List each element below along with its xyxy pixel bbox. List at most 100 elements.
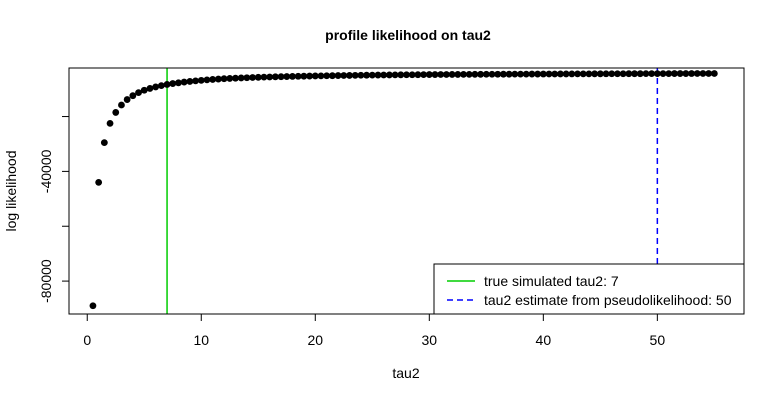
data-point: [289, 73, 296, 80]
data-point: [397, 71, 405, 79]
data-point: [517, 70, 524, 78]
data-point: [357, 71, 365, 79]
data-point: [693, 70, 701, 77]
x-tick-label: 10: [193, 332, 209, 348]
data-point: [146, 85, 154, 92]
chart-title: profile likelihood on tau2: [325, 27, 491, 43]
data-point: [214, 75, 222, 83]
data-point: [619, 70, 627, 78]
data-point: [317, 72, 325, 80]
data-point: [169, 80, 177, 87]
y-tick-label: -80000: [38, 259, 54, 303]
legend-entry: tau2 estimate from pseudolikelihood: 50: [484, 292, 732, 308]
data-point: [574, 70, 581, 78]
data-point: [129, 92, 137, 100]
data-point: [465, 70, 473, 78]
data-point: [237, 74, 245, 82]
legend-box: [433, 263, 745, 315]
data-point: [197, 76, 205, 84]
data-point: [300, 72, 308, 80]
data-point: [152, 83, 160, 91]
data-point: [271, 73, 279, 81]
data-point: [163, 81, 171, 88]
data-point: [671, 70, 678, 77]
data-point: [454, 71, 462, 78]
data-point: [477, 70, 485, 78]
x-tick-label: 0: [83, 332, 91, 348]
data-point: [659, 70, 667, 78]
data-point: [420, 71, 428, 79]
data-point: [665, 70, 673, 77]
data-point: [334, 72, 342, 79]
data-point: [220, 75, 228, 83]
data-point: [585, 70, 593, 78]
data-point: [710, 70, 718, 77]
x-tick-label: 30: [422, 332, 438, 348]
data-point: [186, 78, 194, 85]
data-point: [443, 71, 450, 78]
data-point: [699, 70, 707, 77]
data-point: [545, 70, 553, 78]
data-point: [705, 70, 713, 77]
data-point: [414, 71, 422, 79]
data-point: [323, 72, 331, 80]
data-point: [363, 71, 370, 79]
data-point: [89, 302, 97, 310]
data-point: [551, 70, 559, 78]
legend-entry: true simulated tau2: 7: [484, 273, 619, 289]
data-point: [408, 71, 416, 79]
data-point: [391, 71, 399, 79]
data-point: [636, 70, 644, 78]
data-point: [534, 70, 542, 78]
data-point: [437, 71, 445, 78]
x-tick-label: 40: [536, 332, 552, 348]
data-point: [448, 71, 456, 78]
data-point: [403, 71, 410, 79]
data-point: [346, 72, 353, 79]
data-point: [180, 78, 188, 86]
data-point: [266, 73, 274, 81]
data-point: [243, 74, 251, 82]
data-point: [494, 70, 502, 78]
data-point: [100, 139, 108, 146]
data-point: [676, 70, 684, 77]
data-point: [653, 70, 661, 78]
data-point: [306, 72, 313, 80]
data-point: [95, 178, 103, 186]
data-point: [260, 73, 268, 81]
data-point: [192, 77, 199, 85]
data-point: [631, 70, 638, 78]
data-point: [511, 70, 519, 78]
data-point: [209, 76, 217, 83]
y-axis-label: log likelihood: [3, 151, 19, 232]
data-point: [351, 71, 359, 79]
data-point: [579, 70, 587, 78]
data-point: [249, 74, 256, 81]
data-point: [368, 71, 376, 79]
data-point: [642, 70, 650, 78]
data-point: [500, 70, 507, 78]
data-point: [431, 71, 439, 78]
data-points: [89, 70, 718, 310]
data-point: [596, 70, 604, 78]
data-point: [608, 70, 616, 78]
data-point: [614, 70, 621, 78]
data-point: [140, 86, 148, 94]
data-point: [522, 70, 530, 78]
data-point: [528, 70, 536, 78]
data-point: [374, 71, 382, 79]
data-point: [340, 72, 348, 79]
legend: true simulated tau2: 7 tau2 estimate from…: [433, 263, 745, 315]
data-point: [277, 73, 285, 81]
data-point: [123, 96, 131, 103]
data-point: [254, 73, 262, 81]
data-point: [112, 109, 120, 116]
y-tick-label: -40000: [38, 149, 54, 193]
data-point: [682, 70, 690, 77]
data-point: [106, 119, 114, 127]
data-point: [118, 101, 125, 109]
data-point: [471, 70, 479, 78]
data-point: [591, 70, 599, 78]
data-point: [557, 70, 564, 78]
x-tick-label: 50: [650, 332, 666, 348]
